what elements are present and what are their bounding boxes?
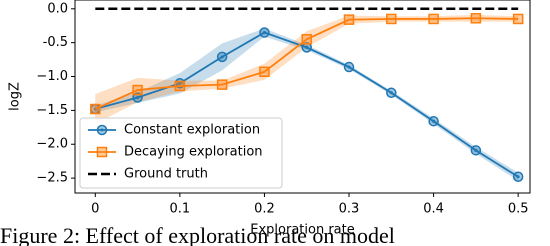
marker: [428, 13, 439, 25]
y-axis-label: logZ: [8, 82, 23, 111]
marker-dot: [347, 65, 351, 69]
legend-label: Ground truth: [124, 167, 208, 182]
marker: [90, 103, 101, 115]
error-band: [95, 14, 519, 124]
y-tick-label: −1.0: [36, 69, 68, 84]
error-band: [95, 28, 519, 181]
y-tick-label: −2.5: [36, 171, 68, 186]
legend-box: [79, 117, 283, 189]
marker: [512, 13, 524, 25]
legend-label: Decaying exploration: [124, 145, 263, 160]
marker-dot: [220, 55, 224, 59]
marker: [470, 13, 482, 24]
x-tick-label: 0: [91, 202, 99, 217]
x-tick-label: 0.4: [423, 202, 444, 217]
y-tick-label: -0.5: [43, 35, 68, 50]
marker: [386, 13, 397, 25]
legend-label: Constant exploration: [124, 123, 260, 138]
series-line: [94, 17, 519, 110]
marker: [259, 66, 270, 78]
marker: [132, 84, 143, 96]
y-tick-label: −2.0: [36, 137, 68, 152]
marker-dot: [516, 175, 520, 179]
y-tick-label: 0.0: [47, 1, 68, 16]
legend-marker: [96, 146, 108, 158]
marker-dot: [305, 45, 309, 49]
marker-dot: [262, 31, 266, 35]
marker: [216, 79, 228, 90]
marker: [343, 14, 355, 25]
marker: [301, 34, 312, 45]
caption: Figure 2: Effect of exploration rate on …: [0, 223, 395, 246]
x-tick-label: 0.1: [170, 202, 191, 217]
legend: Constant exploration Decaying exploration…: [79, 117, 283, 189]
marker-dot: [136, 96, 140, 100]
x-tick-label: 0.5: [508, 202, 529, 217]
x-axis-label: Exploration rate: [250, 223, 354, 238]
marker-dot: [474, 148, 478, 152]
marker: [174, 80, 186, 92]
plot-frame: [74, 0, 531, 194]
marker-dot: [432, 119, 436, 123]
x-tick-label: 0.3: [339, 202, 360, 217]
x-tick-label: 0.2: [254, 202, 275, 217]
marker-dot: [178, 81, 182, 85]
y-tick-label: −1.5: [36, 103, 68, 118]
legend-marker-dot: [100, 128, 104, 132]
marker-dot: [389, 91, 393, 95]
